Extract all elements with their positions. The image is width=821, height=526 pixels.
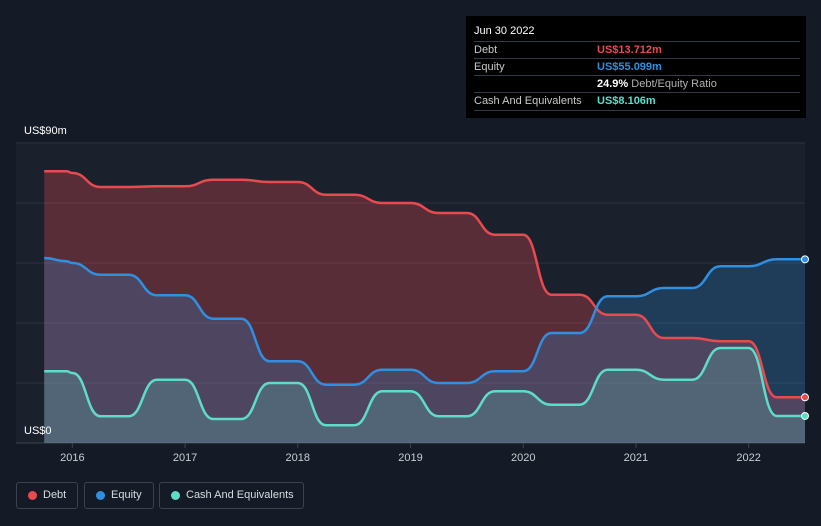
legend-item-equity[interactable]: Equity [84,482,154,509]
cash-legend-dot-icon [171,491,180,500]
debt-area [44,171,805,444]
tooltip-row-debt: Debt US$13.712m [474,41,800,59]
plot-area [16,143,805,443]
tooltip-row-cash: Cash And Equivalents US$8.106m [474,92,800,111]
tooltip-ratio: 24.9% Debt/Equity Ratio [597,78,717,90]
cash-end-point [801,411,809,420]
tooltip-row-ratio: 24.9% Debt/Equity Ratio [474,75,800,93]
debt-end-point [801,393,809,402]
legend-item-debt[interactable]: Debt [16,482,78,509]
debt-legend-dot-icon [28,491,37,500]
tooltip-equity-label: Equity [474,61,505,73]
cash-series-line [44,346,805,427]
debt-series-line [44,170,805,399]
x-tick-label-2019: 2019 [398,452,422,464]
y-axis-bottom-label: US$0 [24,425,52,437]
equity-series-line [44,256,805,386]
x-tick-label-2021: 2021 [624,452,648,464]
legend-item-cash[interactable]: Cash And Equivalents [159,482,304,509]
legend-debt-label: Debt [43,489,67,501]
tooltip-debt-label: Debt [474,44,498,56]
tooltip-cash-label: Cash And Equivalents [474,95,582,107]
tooltip-equity-value: US$55.099m [597,61,662,73]
equity-legend-dot-icon [96,491,105,500]
data-tooltip: Jun 30 2022 Debt US$13.712m Equity US$55… [466,16,806,118]
x-tick-label-2016: 2016 [60,452,84,464]
tooltip-row-equity: Equity US$55.099m [474,58,800,76]
equity-area [44,258,805,443]
x-tick-label-2020: 2020 [511,452,535,464]
x-tick-label-2017: 2017 [173,452,197,464]
tooltip-ratio-text: Debt/Equity Ratio [631,78,717,90]
equity-end-point [801,255,809,264]
legend-equity-label: Equity [111,489,142,501]
x-tick-label-2022: 2022 [736,452,760,464]
legend-cash-label: Cash And Equivalents [186,489,294,501]
x-tick-label-2018: 2018 [286,452,310,464]
y-axis-top-label: US$90m [24,125,67,137]
tooltip-ratio-percent: 24.9% [597,78,629,90]
tooltip-cash-value: US$8.106m [597,95,656,107]
tooltip-date: Jun 30 2022 [474,25,535,37]
tooltip-debt-value: US$13.712m [597,44,662,56]
